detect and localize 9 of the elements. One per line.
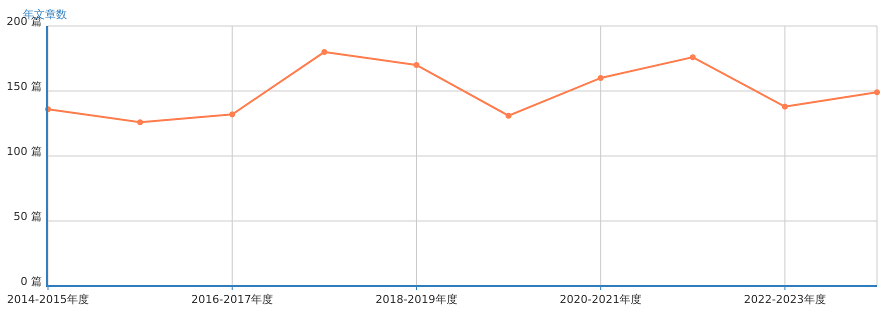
y-tick-label: 0 篇	[20, 274, 42, 288]
y-tick-label: 100 篇	[6, 144, 42, 158]
x-tick-label: 2020-2021年度	[560, 293, 642, 306]
x-tick-label: 2022-2023年度	[744, 293, 826, 306]
x-tick-label: 2018-2019年度	[375, 293, 458, 306]
y-tick-label: 50 篇	[14, 210, 42, 223]
x-tick-label: 2016-2017年度	[191, 293, 274, 306]
x-tick-label: 2014-2015年度	[7, 293, 89, 306]
y-tick-label: 150 篇	[6, 80, 42, 93]
